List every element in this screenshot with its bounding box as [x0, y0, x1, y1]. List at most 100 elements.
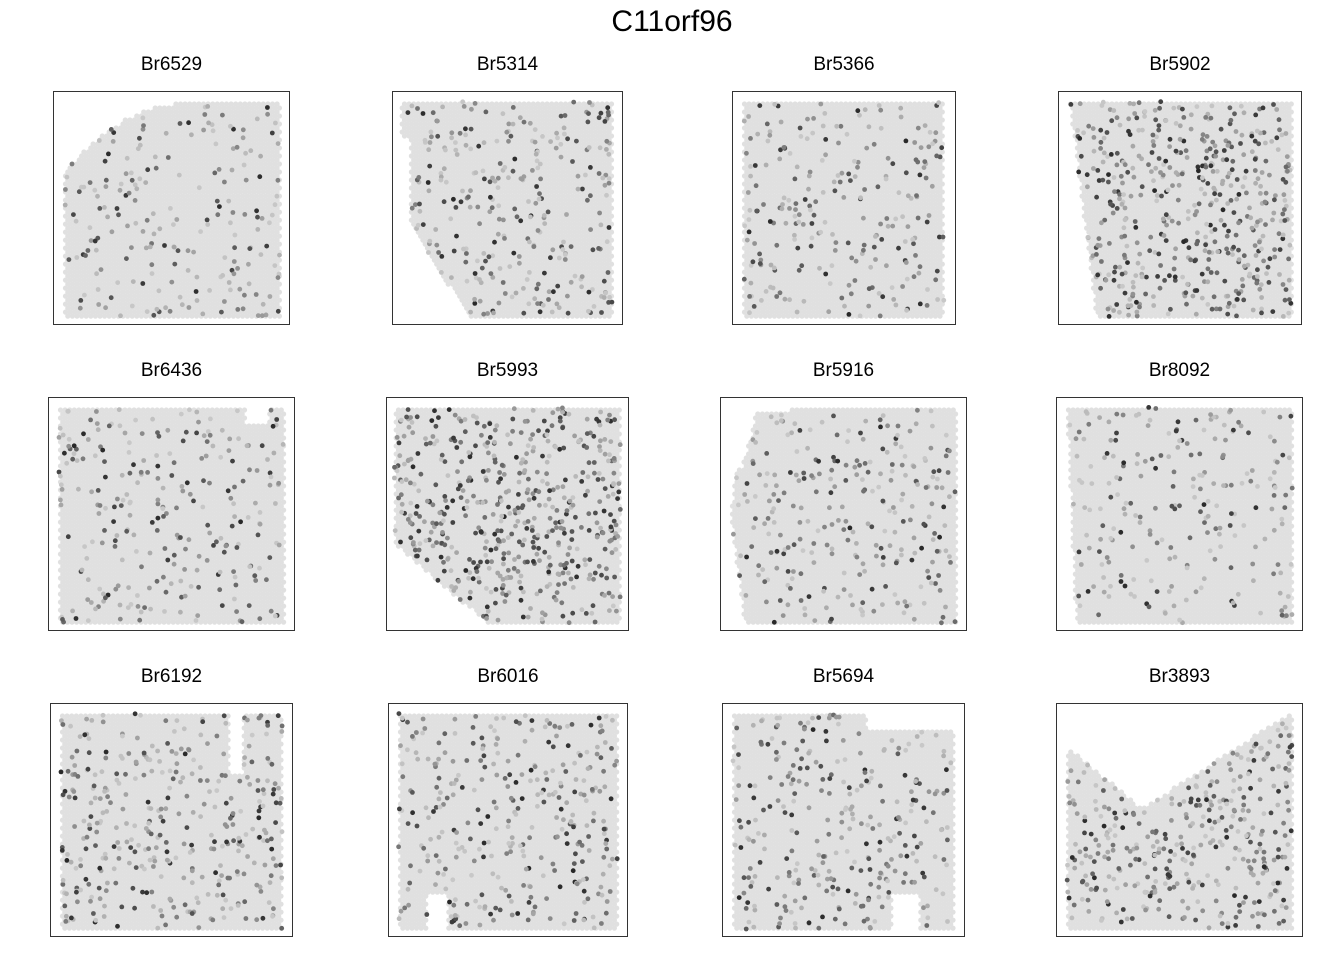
expression-spot: [272, 613, 278, 619]
expression-spot: [453, 140, 458, 145]
expression-spot: [161, 574, 166, 580]
expression-spot: [254, 116, 260, 122]
expression-spot: [602, 119, 608, 124]
expression-spot: [815, 528, 821, 534]
expression-spot: [482, 545, 488, 551]
expression-spot: [736, 783, 742, 788]
expression-spot: [1248, 866, 1254, 872]
expression-spot: [1111, 308, 1116, 313]
expression-spot: [747, 294, 752, 299]
expression-spot: [1260, 233, 1266, 239]
expression-spot: [898, 444, 904, 450]
expression-spot: [827, 281, 833, 286]
expression-spot: [265, 457, 270, 462]
expression-spot: [1111, 526, 1117, 532]
expression-spot: [178, 578, 184, 584]
expression-spot: [797, 766, 803, 771]
expression-spot: [1240, 856, 1246, 862]
expression-spot: [525, 917, 531, 923]
expression-spot: [1205, 302, 1211, 307]
expression-spot: [477, 904, 482, 910]
expression-spot: [92, 238, 98, 244]
expression-spot: [239, 619, 245, 625]
expression-spot: [603, 172, 609, 178]
expression-spot: [1285, 842, 1291, 847]
expression-spot: [1276, 847, 1281, 852]
expression-spot: [217, 587, 223, 593]
expression-spot: [843, 518, 849, 524]
expression-spot: [733, 797, 739, 802]
expression-spot: [223, 897, 229, 903]
expression-spot: [1163, 158, 1169, 164]
expression-spot: [138, 712, 143, 718]
expression-spot: [426, 815, 431, 821]
expression-spot: [833, 714, 839, 720]
expression-spot: [597, 499, 603, 504]
expression-spot: [421, 845, 427, 851]
expression-spot: [160, 818, 166, 824]
expression-spot: [540, 453, 545, 459]
expression-spot: [813, 199, 819, 205]
expression-spot: [1242, 816, 1247, 822]
expression-spot: [101, 914, 107, 919]
expression-spot: [1154, 193, 1160, 198]
expression-spot: [1104, 130, 1110, 135]
panel-title: Br6529: [53, 54, 290, 76]
expression-spot: [600, 476, 606, 482]
expression-spot: [1219, 815, 1225, 820]
expression-spot: [229, 167, 235, 173]
expression-spot: [263, 312, 269, 318]
expression-spot: [516, 479, 522, 485]
expression-spot: [1117, 309, 1122, 315]
expression-spot: [1108, 152, 1114, 157]
expression-spot: [1156, 251, 1162, 257]
expression-spot: [254, 882, 260, 888]
expression-spot: [1071, 501, 1076, 507]
expression-spot: [1092, 875, 1097, 881]
expression-spot: [430, 434, 436, 439]
expression-spot: [1194, 104, 1200, 109]
expression-spot: [933, 581, 938, 586]
expression-spot: [157, 759, 162, 764]
expression-spot: [452, 716, 458, 722]
expression-spot: [114, 825, 119, 831]
expression-spot: [734, 725, 740, 731]
expression-spot: [1226, 170, 1232, 176]
expression-spot: [1093, 837, 1099, 843]
expression-spot: [605, 270, 611, 275]
expression-spot: [478, 821, 484, 826]
expression-spot: [591, 810, 597, 816]
expression-spot: [255, 227, 261, 232]
expression-spot: [900, 284, 905, 289]
expression-spot: [746, 875, 751, 880]
expression-spot: [890, 223, 896, 229]
expression-spot: [861, 488, 866, 494]
expression-spot: [1283, 725, 1289, 731]
expression-spot: [1069, 855, 1075, 860]
expression-spot: [561, 125, 567, 131]
expression-spot: [1163, 212, 1169, 218]
expression-spot: [858, 750, 863, 756]
expression-spot: [1231, 807, 1237, 813]
expression-spot: [105, 880, 110, 886]
expression-spot: [1237, 902, 1242, 908]
expression-spot: [765, 138, 771, 144]
expression-spot: [1170, 183, 1175, 188]
expression-spot: [250, 826, 256, 832]
expression-spot: [173, 751, 179, 756]
expression-spot: [1226, 761, 1232, 767]
expression-spot: [115, 923, 120, 929]
expression-spot: [866, 303, 872, 309]
expression-spot: [493, 587, 499, 592]
expression-spot: [232, 514, 238, 519]
expression-spot: [772, 472, 778, 478]
expression-spot: [158, 814, 164, 820]
expression-spot: [826, 868, 832, 874]
expression-spot: [129, 837, 134, 842]
expression-spot: [86, 750, 92, 756]
expression-spot: [767, 132, 773, 138]
expression-spot: [526, 199, 531, 204]
expression-spot: [599, 892, 605, 898]
expression-spot: [74, 889, 79, 895]
expression-spot: [236, 835, 242, 841]
